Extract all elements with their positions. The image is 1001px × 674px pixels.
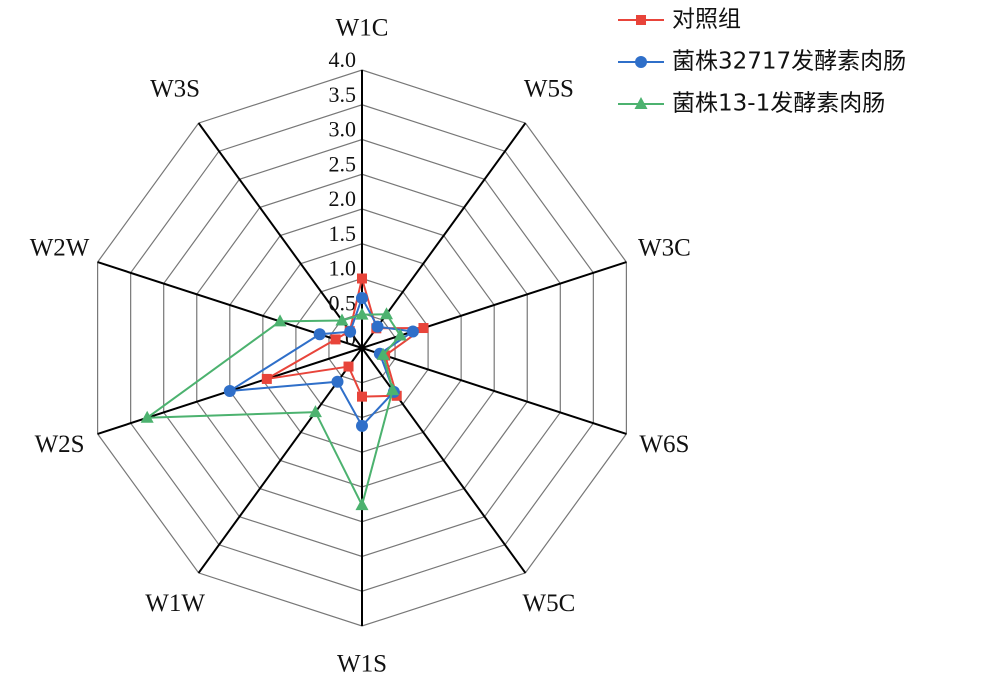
tick-label: 2.0 (329, 186, 357, 211)
tick-label: 1.5 (329, 221, 357, 246)
data-point (313, 328, 326, 341)
tick-label: 3.0 (329, 117, 357, 142)
axis-label: W3C (638, 234, 691, 261)
data-point (308, 405, 322, 418)
axis-label: W2W (30, 234, 90, 261)
axis-line (197, 122, 363, 349)
axis-label: W1W (145, 590, 205, 617)
data-point (356, 419, 368, 432)
data-point (261, 373, 272, 384)
data-point (356, 291, 368, 304)
axis-line (361, 347, 527, 574)
data-point (386, 383, 400, 396)
axis-label: W3S (150, 75, 200, 102)
legend-label: 菌株13-1发酵素肉肠 (672, 91, 885, 117)
tick-label: 3.5 (329, 82, 357, 107)
axis-line (361, 347, 627, 435)
data-point (223, 384, 236, 397)
data-point (355, 498, 369, 511)
legend-marker (634, 97, 648, 109)
legend-marker (635, 56, 647, 68)
tick-label: 2.5 (329, 151, 357, 176)
data-point (273, 314, 287, 327)
tick-label: 4.0 (329, 47, 357, 72)
data-point (330, 334, 341, 345)
data-point (335, 313, 349, 326)
data-point (344, 325, 357, 338)
axis-label: W1C (336, 15, 389, 42)
axis-label: W2S (35, 431, 85, 458)
data-point (380, 307, 394, 320)
data-point (355, 307, 369, 320)
axis-label: W1S (337, 651, 387, 674)
data-point (140, 410, 154, 423)
axis-label: W5S (524, 75, 574, 102)
data-point (418, 323, 429, 334)
legend-marker (636, 15, 646, 25)
tick-label: 1.0 (329, 256, 357, 281)
data-point (371, 320, 384, 333)
data-point (331, 375, 344, 388)
legend-label: 对照组 (672, 7, 741, 33)
axis-label: W5C (523, 590, 576, 617)
data-point (357, 391, 367, 402)
data-point (376, 347, 390, 360)
data-point (406, 325, 419, 338)
legend-label: 菌株32717发酵素肉肠 (672, 49, 906, 75)
tick-label: 0.5 (329, 290, 357, 315)
data-point (393, 328, 407, 341)
data-point (357, 273, 367, 284)
axis-line (361, 122, 527, 349)
axis-label: W6S (639, 431, 689, 458)
axis-line (361, 261, 627, 349)
data-point (343, 361, 354, 372)
